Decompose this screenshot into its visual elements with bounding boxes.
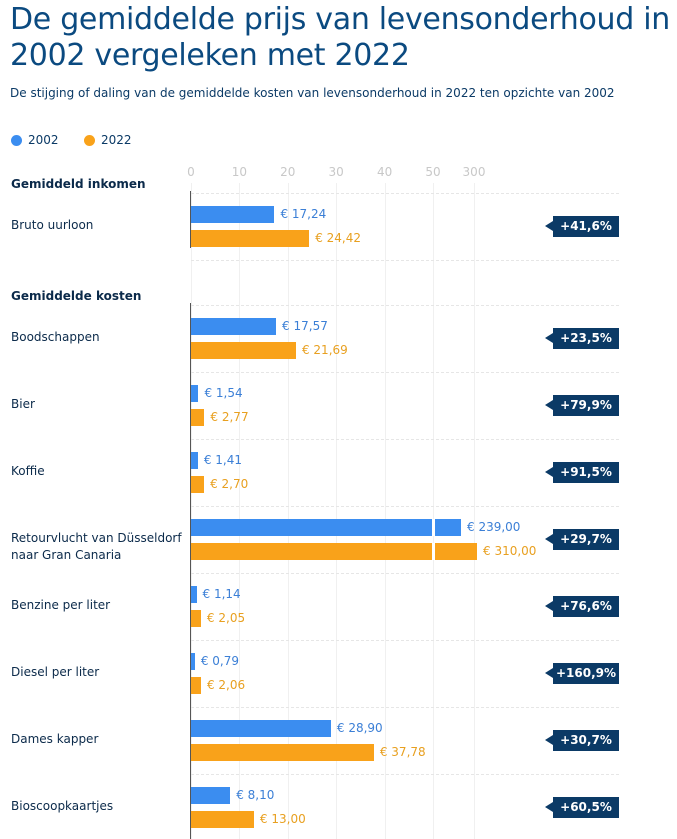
change-badge: +30,7% — [545, 730, 619, 751]
x-tick-label: 50 — [425, 165, 441, 179]
data-label: € 8,10 — [236, 788, 275, 802]
change-badge: +29,7% — [545, 529, 619, 550]
data-label: € 17,57 — [282, 319, 328, 333]
gridline — [191, 707, 619, 708]
bar-2002 — [191, 452, 198, 469]
data-label: € 2,05 — [206, 611, 246, 625]
bar-2022 — [191, 677, 201, 694]
data-label: € 1,14 — [202, 587, 241, 601]
bar-2022 — [191, 610, 201, 627]
bar-2022 — [191, 543, 477, 560]
gridline-vertical — [239, 183, 241, 839]
category-label: Dames kapper — [11, 732, 99, 746]
legend-label: 2022 — [101, 133, 132, 147]
data-label: € 1,54 — [204, 386, 243, 400]
bar-2022 — [191, 342, 296, 359]
change-badge: +79,9% — [545, 395, 619, 416]
x-tick-label: 10 — [231, 165, 248, 179]
gridline — [191, 573, 619, 574]
gridline-vertical — [287, 183, 289, 839]
change-badge: +160,9% — [545, 663, 619, 684]
legend-2022: 2022 — [84, 133, 132, 147]
data-label: € 17,24 — [280, 207, 327, 221]
axis-line — [190, 303, 191, 839]
category-label: Bier — [11, 397, 35, 411]
change-badge: +41,6% — [545, 216, 619, 237]
change-badge: +23,5% — [545, 328, 619, 349]
data-label: € 1,41 — [203, 453, 242, 467]
category-label: Koffie — [11, 464, 45, 478]
gridline — [191, 774, 619, 775]
gridline-vertical — [474, 183, 475, 839]
x-tick-label: 0 — [187, 165, 195, 179]
data-label: € 24,42 — [315, 231, 361, 245]
change-badge: +91,5% — [545, 462, 619, 483]
gridline-vertical — [433, 183, 434, 839]
page-title: De gemiddelde prijs van levensonderhoud … — [10, 2, 670, 73]
change-badge: +76,6% — [545, 596, 619, 617]
legend-dot-2022 — [84, 134, 95, 146]
x-tick-label: 300 — [462, 165, 486, 179]
section-title: Gemiddelde kosten — [11, 289, 142, 303]
x-tick-label: 30 — [328, 165, 344, 179]
x-tick-label: 40 — [376, 165, 393, 179]
bar-2022 — [191, 744, 374, 761]
gridline — [191, 640, 619, 641]
gridline — [191, 439, 619, 440]
gridline-vertical — [336, 183, 338, 839]
bar-2002 — [191, 519, 461, 536]
bar-2022 — [191, 409, 205, 426]
data-label: € 21,69 — [301, 343, 348, 357]
legend-2002: 2002 — [11, 133, 59, 147]
bar-2022 — [191, 811, 254, 828]
gridline — [191, 506, 619, 507]
category-label: Bruto uurloon — [11, 218, 94, 232]
bar-2002 — [191, 653, 195, 670]
gridline — [191, 260, 619, 261]
category-label: Bioscoopkaartjes — [11, 799, 114, 813]
category-label: Diesel per liter — [11, 665, 100, 679]
data-label: € 310,00 — [483, 544, 537, 558]
data-label: € 13,00 — [259, 812, 306, 826]
category-label: Benzine per liter — [11, 598, 111, 612]
change-badge: +60,5% — [545, 797, 619, 818]
axis-line — [190, 191, 191, 248]
legend-label: 2002 — [28, 133, 59, 147]
x-tick-label: 20 — [280, 165, 296, 179]
bar-2002 — [191, 385, 199, 402]
gridline-vertical — [384, 183, 386, 839]
gridline — [191, 193, 619, 194]
bar-2002 — [191, 720, 331, 737]
data-label: € 2,77 — [210, 410, 249, 424]
data-label: € 2,70 — [210, 477, 249, 491]
section-title: Gemiddeld inkomen — [11, 177, 146, 191]
data-label: € 239,00 — [467, 520, 521, 534]
data-label: € 37,78 — [379, 745, 426, 759]
bar-2022 — [191, 476, 205, 493]
bar-2002 — [191, 586, 197, 603]
data-label: € 0,79 — [200, 654, 239, 668]
gridline — [191, 305, 619, 306]
category-label: Boodschappen — [11, 330, 100, 344]
gridline-vertical — [191, 183, 192, 839]
data-label: € 28,90 — [336, 721, 383, 735]
data-label: € 2,06 — [206, 678, 246, 692]
category-label: Retourvlucht van Düsseldorf naar Gran Ca… — [11, 531, 182, 562]
bar-2002 — [191, 206, 275, 223]
subtitle: De stijging of daling van de gemiddelde … — [10, 86, 615, 100]
legend-dot-2002 — [11, 134, 22, 146]
gridline — [191, 372, 619, 373]
bar-2002 — [191, 318, 277, 335]
bar-2002 — [191, 787, 231, 804]
bar-2022 — [191, 230, 310, 247]
